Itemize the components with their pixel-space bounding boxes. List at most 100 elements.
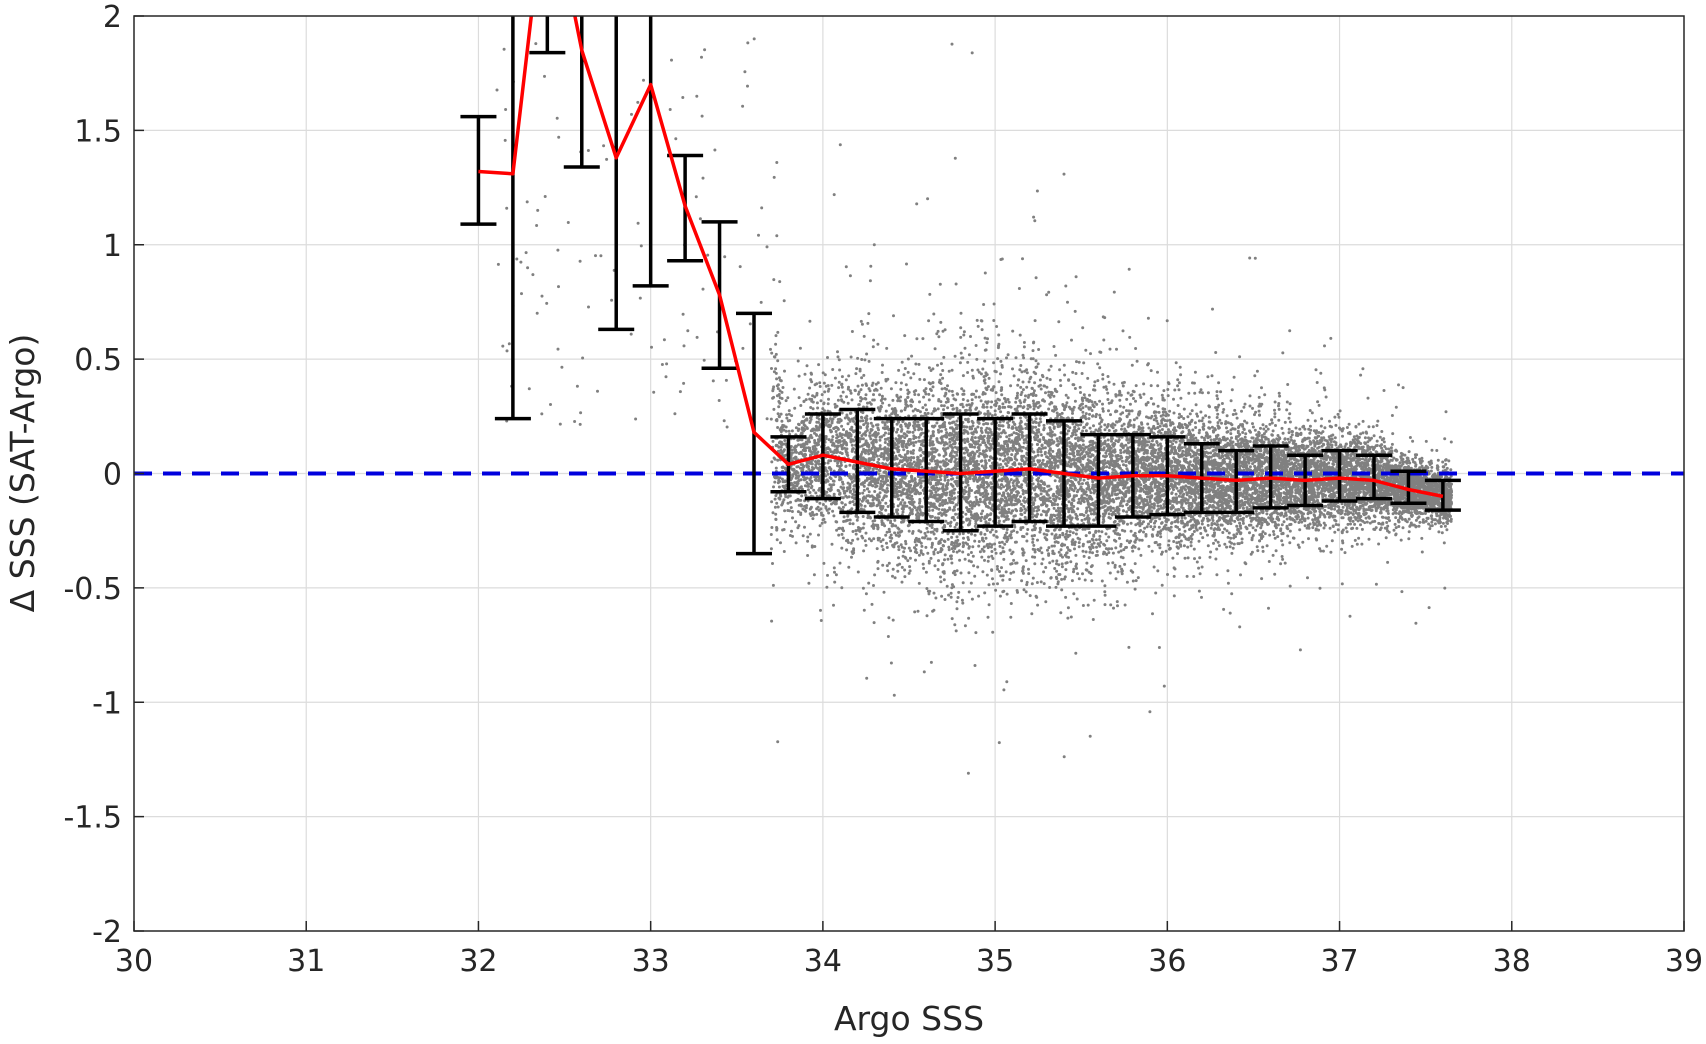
scatter-point [1431,449,1434,452]
scatter-point [1260,386,1263,389]
scatter-point [960,387,963,390]
scatter-point [777,405,780,408]
scatter-point [772,511,775,514]
scatter-point [776,538,779,541]
scatter-point [1085,429,1088,432]
scatter-point [1383,445,1386,448]
scatter-point [997,343,1000,346]
scatter-point [1149,525,1152,528]
scatter-point [1040,504,1043,507]
scatter-point [951,369,954,372]
scatter-point [1218,544,1221,547]
scatter-point [1253,374,1256,377]
scatter-point [937,335,940,338]
scatter-point [1112,607,1115,610]
scatter-point [994,409,997,412]
scatter-point [1066,617,1069,620]
scatter-point [835,573,838,576]
scatter-point [1055,576,1058,579]
scatter-point [1071,371,1074,374]
scatter-point [908,547,911,550]
scatter-point [918,436,921,439]
scatter-point [1263,436,1266,439]
scatter-point [1035,417,1038,420]
scatter-point [1061,565,1064,568]
scatter-point [1158,646,1161,649]
scatter-point [1178,495,1181,498]
scatter-point [932,385,935,388]
scatter-point [850,556,853,559]
scatter-point [908,530,911,533]
scatter-point [869,477,872,480]
scatter-point [884,534,887,537]
scatter-point [1085,412,1088,415]
scatter-point [892,619,895,622]
scatter-point [890,662,893,665]
scatter-point [940,404,943,407]
scatter-point [925,408,928,411]
scatter-point [772,584,775,587]
scatter-point [1334,520,1337,523]
scatter-point [1337,528,1340,531]
scatter-point [988,459,991,462]
scatter-point [1116,604,1119,607]
scatter-point [1058,534,1061,537]
scatter-point [1121,382,1124,385]
scatter-point [1245,515,1248,518]
scatter-point [937,508,940,511]
scatter-point [1105,539,1108,542]
scatter-point [1058,368,1061,371]
scatter-point [917,393,920,396]
scatter-point [1109,603,1112,606]
scatter-point [884,398,887,401]
scatter-point [1034,426,1037,429]
scatter-point [1113,291,1116,294]
scatter-point [899,388,902,391]
scatter-point [1103,584,1106,587]
scatter-point [1289,530,1292,533]
scatter-point [908,565,911,568]
scatter-point [950,596,953,599]
scatter-point [1019,417,1022,420]
scatter-point [880,387,883,390]
scatter-point [1019,334,1022,337]
scatter-point [1220,422,1223,425]
scatter-point [1082,443,1085,446]
scatter-point [963,463,966,466]
scatter-point [1003,543,1006,546]
scatter-point [952,550,955,553]
scatter-point [934,347,937,350]
scatter-point [999,458,1002,461]
scatter-point [808,320,811,323]
scatter-point [1036,190,1039,193]
scatter-point [1288,431,1291,434]
scatter-point [1013,526,1016,529]
scatter-point [780,446,783,449]
scatter-point [1201,536,1204,539]
scatter-point [899,396,902,399]
scatter-point [1048,485,1051,488]
scatter-point [1005,464,1008,467]
scatter-point [1078,545,1081,548]
scatter-point [824,521,827,524]
scatter-point [944,520,947,523]
scatter-point [1229,537,1232,540]
scatter-point [994,589,997,592]
scatter-point [1176,552,1179,555]
scatter-point [1173,412,1176,415]
scatter-point [845,465,848,468]
scatter-point [1005,435,1008,438]
scatter-point [1105,532,1108,535]
scatter-point [1125,546,1128,549]
scatter-point [1175,493,1178,496]
scatter-point [860,358,863,361]
scatter-point [926,530,929,533]
scatter-point [1032,216,1035,219]
scatter-point [998,380,1001,383]
scatter-point [1206,375,1209,378]
scatter-point [1251,492,1254,495]
scatter-point [1274,537,1277,540]
scatter-point [925,571,928,574]
scatter-point [868,490,871,493]
scatter-point [1161,394,1164,397]
